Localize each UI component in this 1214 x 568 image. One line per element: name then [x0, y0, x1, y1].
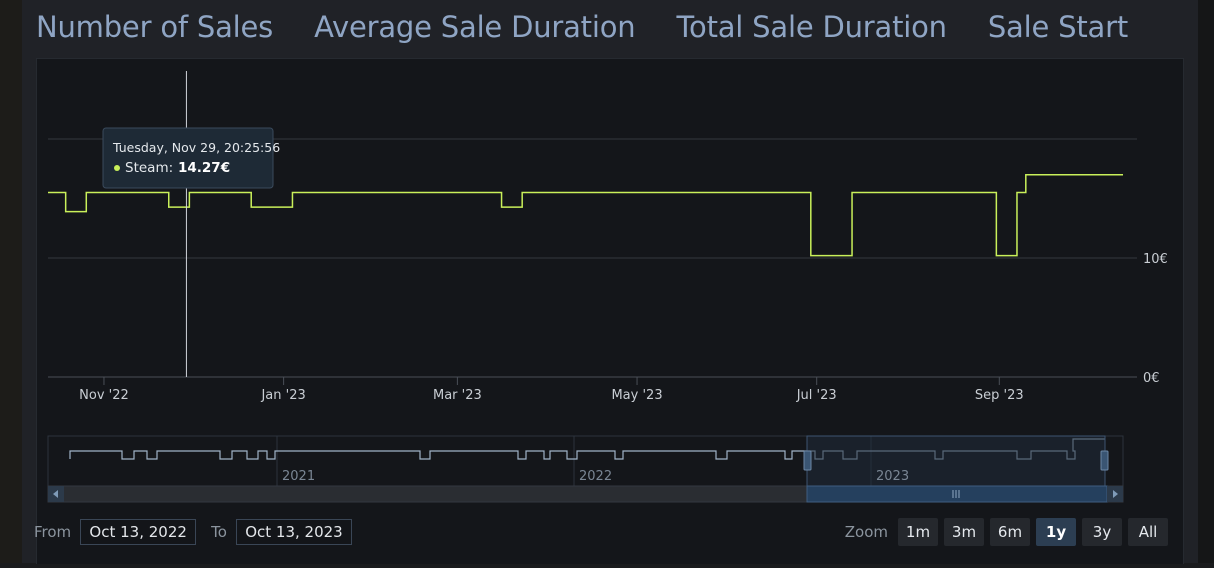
- from-date-input[interactable]: Oct 13, 2022: [80, 519, 197, 545]
- navigator-handle-left[interactable]: [803, 450, 812, 471]
- navigator-selection[interactable]: [806, 435, 1106, 487]
- to-label: To: [211, 523, 227, 541]
- y-tick-label: 10€: [1143, 252, 1168, 267]
- y-tick-label: 0€: [1143, 371, 1160, 386]
- scroll-right-arrow-icon: [1113, 490, 1118, 498]
- series-line-steam: [48, 173, 1123, 257]
- chart-tabs: Number of Sales Average Sale Duration To…: [36, 10, 1128, 50]
- from-label: From: [34, 523, 72, 541]
- zoom-selector: Zoom 1m 3m 6m 1y 3y All: [845, 518, 1168, 546]
- x-tick-label: Mar '23: [433, 388, 482, 403]
- tab-average-sale-duration[interactable]: Average Sale Duration: [314, 10, 636, 44]
- page-edge-left: [0, 0, 22, 563]
- tooltip-box: [102, 127, 274, 189]
- zoom-button-6m[interactable]: 6m: [990, 518, 1030, 546]
- x-axis: Nov '22 Jan '23 Mar '23 May '23 Jul '23 Sep '…: [79, 377, 1024, 403]
- scrollbar-thumb[interactable]: [806, 485, 1108, 503]
- zoom-button-3y[interactable]: 3y: [1082, 518, 1122, 546]
- x-tick-label: Nov '22: [79, 388, 129, 403]
- tab-sale-start[interactable]: Sale Start: [987, 10, 1128, 44]
- navigator[interactable]: 2021 2022 2023: [47, 435, 1124, 487]
- x-tick-label: Sep '23: [975, 388, 1024, 403]
- tooltip-series-dot: [114, 165, 120, 171]
- x-tick-label: Jan '23: [260, 388, 305, 403]
- navigator-label-2021: 2021: [282, 469, 315, 484]
- price-history-panel: Number of Sales Average Sale Duration To…: [22, 0, 1198, 564]
- chart-tooltip: Tuesday, Nov 29, 20:25:56 Steam: 14.27€: [102, 127, 280, 189]
- tab-total-sale-duration[interactable]: Total Sale Duration: [676, 10, 947, 44]
- date-range-selector: From Oct 13, 2022 To Oct 13, 2023: [34, 519, 367, 545]
- x-tick-label: Jul '23: [796, 388, 837, 403]
- y-axis: 0€ 10€: [1143, 252, 1168, 386]
- zoom-button-all[interactable]: All: [1128, 518, 1168, 546]
- scroll-left-arrow-icon: [53, 490, 58, 498]
- scrollbar-grip-icon: [952, 490, 960, 498]
- tooltip-value: 14.27€: [178, 160, 230, 176]
- zoom-button-3m[interactable]: 3m: [944, 518, 984, 546]
- navigator-label-2023: 2023: [876, 469, 909, 484]
- x-tick-label: May '23: [611, 388, 662, 403]
- navigator-scrollbar[interactable]: [47, 485, 1124, 503]
- chart-area: 0€ 10€ Nov '22 Jan '23 Mar '23 May '23 Jul '2…: [36, 58, 1184, 564]
- zoom-button-1y[interactable]: 1y: [1036, 518, 1076, 546]
- price-chart[interactable]: 0€ 10€ Nov '22 Jan '23 Mar '23 May '23 Jul '2…: [37, 59, 1183, 564]
- zoom-button-1m[interactable]: 1m: [898, 518, 938, 546]
- navigator-label-2022: 2022: [579, 469, 612, 484]
- tooltip-date: Tuesday, Nov 29, 20:25:56: [112, 140, 280, 155]
- to-date-input[interactable]: Oct 13, 2023: [235, 519, 352, 545]
- navigator-handle-right[interactable]: [1100, 450, 1109, 471]
- zoom-label: Zoom: [844, 523, 888, 541]
- tab-number-of-sales[interactable]: Number of Sales: [36, 10, 274, 44]
- page-edge-right: [1198, 0, 1214, 563]
- tooltip-series-label: Steam:: [125, 160, 173, 176]
